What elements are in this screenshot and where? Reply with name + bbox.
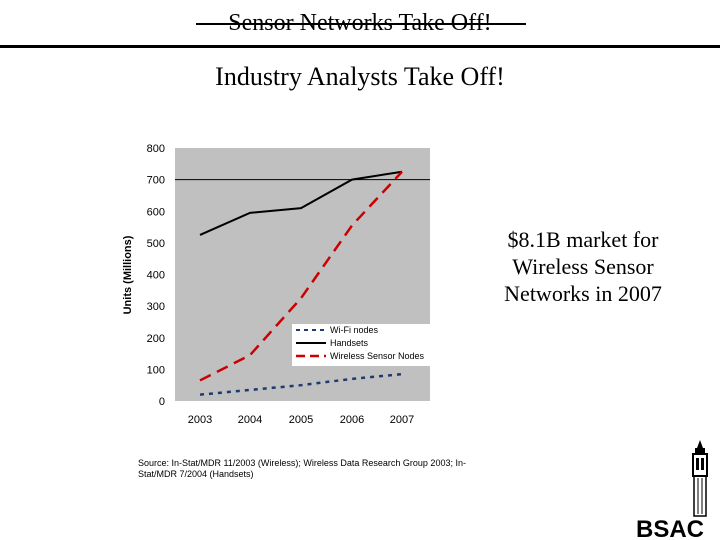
- y-tick-label: 100: [147, 364, 165, 376]
- legend-label-wifi: Wi-Fi nodes: [330, 325, 379, 335]
- x-tick-label: 2005: [289, 414, 313, 426]
- y-tick-label: 700: [147, 175, 165, 187]
- legend-box: [292, 324, 438, 366]
- y-tick-label: 400: [147, 270, 165, 282]
- x-tick-label: 2007: [390, 414, 414, 426]
- legend-label-handsets: Handsets: [330, 338, 369, 348]
- legend-label-sensor: Wireless Sensor Nodes: [330, 351, 425, 361]
- y-axis-label: Units (Millions): [122, 235, 134, 314]
- title-strike-line: [196, 23, 526, 25]
- y-tick-label: 600: [147, 206, 165, 218]
- subtitle: Industry Analysts Take Off!: [215, 62, 505, 91]
- y-tick-label: 800: [147, 143, 165, 155]
- x-tick-label: 2006: [340, 414, 364, 426]
- y-tick-label: 200: [147, 333, 165, 345]
- series-line-wi-fi-nodes: [199, 372, 403, 396]
- campanile-tower-icon: [692, 440, 708, 517]
- title-rule: [0, 45, 720, 48]
- x-tick-label: 2003: [188, 414, 212, 426]
- source-note: Source: In-Stat/MDR 11/2003 (Wireless); …: [138, 458, 466, 479]
- market-callout: $8.1B market for Wireless Sensor Network…: [504, 227, 662, 306]
- y-tick-label: 0: [159, 396, 165, 408]
- series-line-handsets: [199, 170, 403, 236]
- legend: Wi-Fi nodes Handsets Wireless Sensor Nod…: [292, 324, 438, 366]
- y-tick-label: 500: [147, 238, 165, 250]
- y-tick-label: 300: [147, 301, 165, 313]
- x-tick-label: 2004: [238, 414, 262, 426]
- logo-text: BSAC: [636, 516, 704, 540]
- bsac-logo: BSAC: [636, 440, 708, 540]
